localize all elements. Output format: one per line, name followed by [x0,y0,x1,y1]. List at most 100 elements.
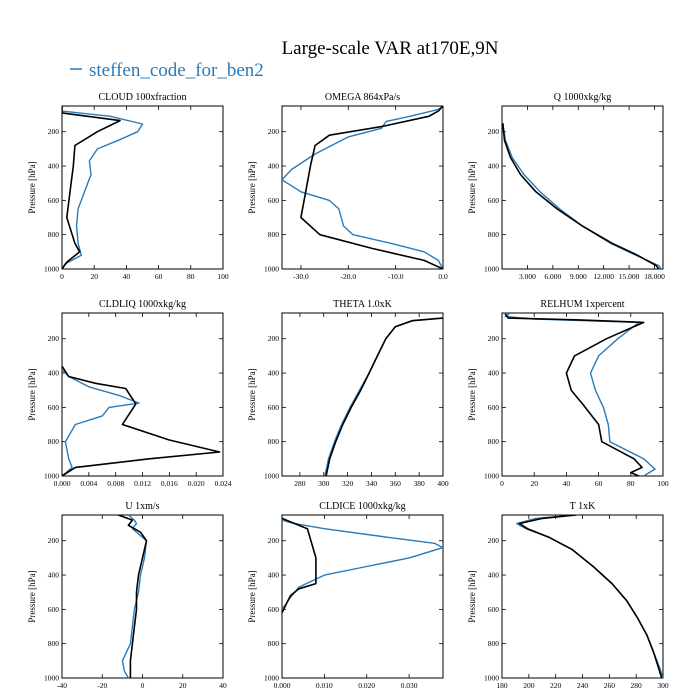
y-axis-label: Pressure [hPa] [467,368,477,420]
series-line-blue [502,123,662,269]
y-axis-label: Pressure [hPa] [27,161,37,213]
plot-frame [281,514,444,679]
legend: steffen_code_for_ben2 [70,60,264,81]
x-tick-label: -10.0 [388,272,404,281]
y-tick-label: 600 [488,403,500,412]
y-tick-label: 800 [268,437,280,446]
y-tick-label: 600 [48,605,60,614]
y-axis-label: Pressure [hPa] [467,570,477,622]
plot-frame [281,312,444,477]
x-tick-label: 0 [500,479,504,488]
y-tick-label: 1000 [484,472,499,481]
panel-1: CLOUD 100xfraction Pressure [hPa] 200 400 60… [27,92,229,281]
y-tick-label: 1000 [44,674,59,683]
y-tick-label: 200 [48,536,60,545]
y-tick-label: 600 [488,605,500,614]
y-tick-label: 800 [268,639,280,648]
panel-5: THETA 1.0xK Pressure [hPa] 200 400 600 800 100… [247,299,449,488]
x-tick-label: 60 [155,272,163,281]
y-tick-label: 600 [48,403,60,412]
x-tick-label: 220 [550,681,562,690]
plot-frame [281,105,444,270]
y-axis-label: Pressure [hPa] [247,161,257,213]
series-line-black [118,515,148,678]
x-tick-label: 300 [318,479,330,488]
x-tick-label: 9.000 [570,272,587,281]
x-tick-label: 0.016 [161,479,178,488]
y-tick-label: 400 [48,162,60,171]
plot-frame [61,312,224,477]
x-tick-label: 20 [179,681,187,690]
y-tick-label: 800 [48,639,60,648]
series-line-black [325,317,443,476]
y-tick-label: 800 [268,230,280,239]
panel-title: T 1xK [570,501,596,512]
y-tick-label: 1000 [264,472,279,481]
series-line-black [518,515,663,678]
series-line-blue [516,515,663,678]
x-tick-label: 0.008 [107,479,124,488]
x-tick-label: 0 [141,681,145,690]
y-tick-label: 200 [48,334,60,343]
x-tick-label: 80 [627,479,635,488]
y-tick-label: 1000 [484,265,499,274]
x-tick-label: 0.030 [401,681,418,690]
x-tick-label: -30.0 [293,272,309,281]
x-tick-label: 280 [294,479,306,488]
y-tick-label: 1000 [44,472,59,481]
x-tick-label: 20 [530,479,538,488]
x-tick-label: 60 [595,479,603,488]
x-tick-label: 0.000 [54,479,71,488]
y-tick-label: 400 [268,162,280,171]
panel-title: RELHUM 1xpercent [540,299,624,310]
x-tick-label: 0.024 [215,479,232,488]
y-tick-label: 200 [268,334,280,343]
plot-frame [501,105,664,270]
x-tick-label: 0.020 [188,479,205,488]
panel-title: THETA 1.0xK [333,299,392,310]
x-tick-label: -20 [97,681,107,690]
panel-2: OMEGA 864xPa/s Pressure [hPa] 200 400 600 800… [247,92,448,281]
y-tick-label: 400 [268,571,280,580]
y-tick-label: 1000 [264,265,279,274]
y-tick-label: 400 [268,369,280,378]
x-tick-label: 3.000 [519,272,536,281]
x-tick-label: -40 [57,681,67,690]
panel-title: U 1xm/s [125,501,159,512]
x-tick-label: 40 [219,681,227,690]
y-tick-label: 400 [488,162,500,171]
y-axis-label: Pressure [hPa] [27,368,37,420]
x-tick-label: 6.000 [544,272,561,281]
y-tick-label: 400 [48,369,60,378]
y-tick-label: 1000 [44,265,59,274]
y-tick-label: 600 [268,605,280,614]
series-line-black [282,517,317,614]
x-tick-label: 100 [217,272,229,281]
x-tick-label: 300 [657,681,669,690]
x-tick-label: 0.010 [316,681,333,690]
series-line-black [502,123,660,269]
x-tick-label: 15.000 [619,272,640,281]
y-tick-label: 200 [488,127,500,136]
y-tick-label: 200 [48,127,60,136]
y-axis-label: Pressure [hPa] [27,570,37,622]
series-line-blue [62,369,140,476]
x-tick-label: 260 [604,681,616,690]
panel-title: OMEGA 864xPa/s [325,92,400,103]
series-line-blue [62,106,144,269]
panel-title: CLOUD 100xfraction [98,92,186,103]
y-tick-label: 400 [488,369,500,378]
y-tick-label: 600 [268,403,280,412]
x-tick-label: 18.000 [644,272,665,281]
y-tick-label: 200 [488,536,500,545]
x-tick-label: 40 [563,479,571,488]
x-tick-label: 0.012 [134,479,151,488]
x-tick-label: 200 [523,681,535,690]
y-tick-label: 800 [488,230,500,239]
y-tick-label: 600 [268,196,280,205]
panel-title: CLDICE 1000xkg/kg [319,501,405,512]
